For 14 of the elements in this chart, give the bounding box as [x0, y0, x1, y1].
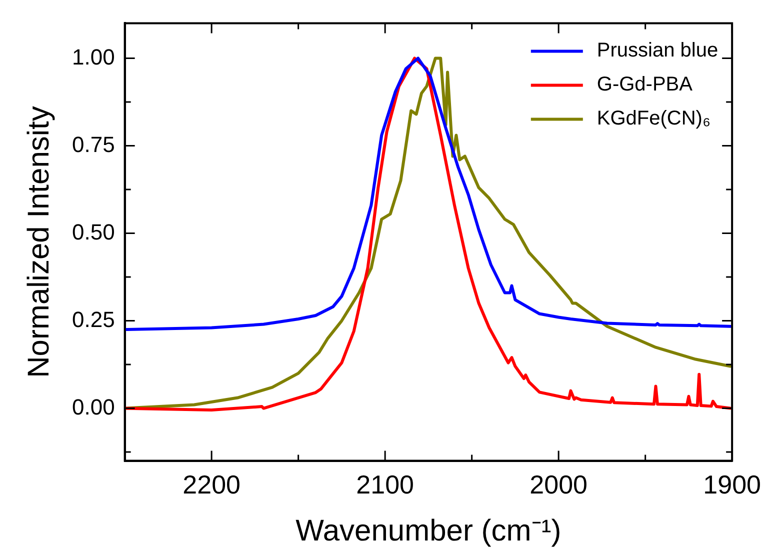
x-axis-title: Wavenumber (cm⁻¹)	[296, 514, 562, 548]
y-axis-title: Normalized Intensity	[22, 106, 56, 378]
y-tick-label: 0.00	[72, 394, 115, 420]
x-tick-label: 1900	[703, 470, 761, 500]
y-tick-label: 0.50	[72, 219, 115, 244]
x-tick-label: 2000	[530, 470, 588, 500]
y-tick-label: 0.25	[72, 306, 115, 332]
legend-label: KGdFe(CN)₆	[596, 108, 711, 130]
y-tick-label: 0.75	[72, 132, 115, 157]
y-tick-label: 1.00	[72, 44, 115, 70]
x-tick-label: 2100	[356, 470, 414, 500]
x-tick-label: 2200	[182, 470, 240, 500]
legend-label: G-Gd-PBA	[596, 74, 694, 96]
legend-label: Prussian blue	[596, 40, 718, 62]
